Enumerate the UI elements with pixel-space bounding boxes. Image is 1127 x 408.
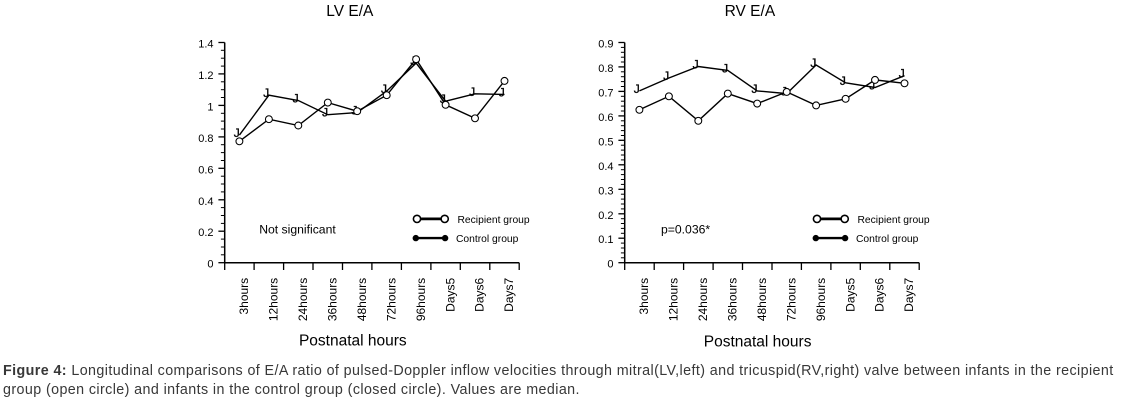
svg-text:0.5: 0.5 [598,136,613,148]
svg-text:J: J [322,106,328,120]
svg-text:p=0.036*: p=0.036* [661,222,710,236]
svg-text:Postnatal hours: Postnatal hours [299,333,407,350]
svg-text:12hours: 12hours [667,278,681,321]
svg-text:J: J [722,61,728,75]
svg-text:Postnatal hours: Postnatal hours [704,333,812,350]
svg-text:RV E/A: RV E/A [725,3,776,20]
svg-text:0: 0 [607,259,613,271]
svg-text:Days6: Days6 [473,277,487,311]
svg-text:0.4: 0.4 [598,161,613,173]
svg-text:24hours: 24hours [696,278,710,321]
svg-text:J: J [810,56,816,70]
svg-text:36hours: 36hours [326,278,340,321]
svg-text:96hours: 96hours [814,278,828,321]
svg-text:J: J [293,92,299,106]
svg-text:12hours: 12hours [267,278,281,321]
svg-text:J: J [663,69,669,83]
svg-text:24hours: 24hours [296,278,310,321]
svg-text:J: J [234,126,240,140]
svg-text:0.8: 0.8 [598,63,613,75]
svg-text:1.4: 1.4 [198,39,213,51]
svg-text:J: J [499,85,505,99]
svg-text:3hours: 3hours [637,278,651,315]
svg-text:48hours: 48hours [355,278,369,321]
svg-text:J: J [840,74,846,88]
svg-text:J: J [634,82,640,96]
svg-text:Days6: Days6 [873,277,887,311]
svg-text:Recipient group: Recipient group [458,215,530,226]
svg-text:J: J [440,92,446,106]
svg-text:72hours: 72hours [384,278,398,321]
svg-text:LV E/A: LV E/A [326,3,374,20]
svg-text:J: J [752,82,758,96]
svg-text:Days7: Days7 [502,277,516,311]
svg-text:Days5: Days5 [843,277,857,311]
svg-text:J: J [469,85,475,99]
svg-text:0.3: 0.3 [598,185,613,197]
svg-text:0.4: 0.4 [198,196,213,208]
svg-text:0.1: 0.1 [598,234,613,246]
svg-text:Control group: Control group [856,234,919,245]
svg-text:Control group: Control group [456,234,519,245]
svg-text:0: 0 [207,259,213,271]
svg-text:36hours: 36hours [726,278,740,321]
svg-text:J: J [693,58,699,72]
svg-text:0.2: 0.2 [198,227,213,239]
svg-text:0.6: 0.6 [198,164,213,176]
svg-text:0.7: 0.7 [598,87,613,99]
svg-text:J: J [899,67,905,81]
svg-text:Days5: Days5 [443,277,457,311]
svg-text:J: J [263,86,269,100]
svg-text:3hours: 3hours [237,278,251,315]
svg-text:96hours: 96hours [414,278,428,321]
svg-text:0.2: 0.2 [598,210,613,222]
svg-text:Not significant: Not significant [259,222,336,236]
svg-text:48hours: 48hours [755,278,769,321]
svg-text:J: J [381,82,387,96]
svg-text:1: 1 [207,101,213,113]
svg-text:72hours: 72hours [784,278,798,321]
svg-text:1.2: 1.2 [198,70,213,82]
svg-text:Recipient group: Recipient group [858,215,930,226]
svg-text:J: J [869,79,875,93]
svg-text:0.8: 0.8 [198,133,213,145]
svg-text:Days7: Days7 [902,277,916,311]
svg-text:0.9: 0.9 [598,39,613,51]
svg-text:0.6: 0.6 [598,112,613,124]
